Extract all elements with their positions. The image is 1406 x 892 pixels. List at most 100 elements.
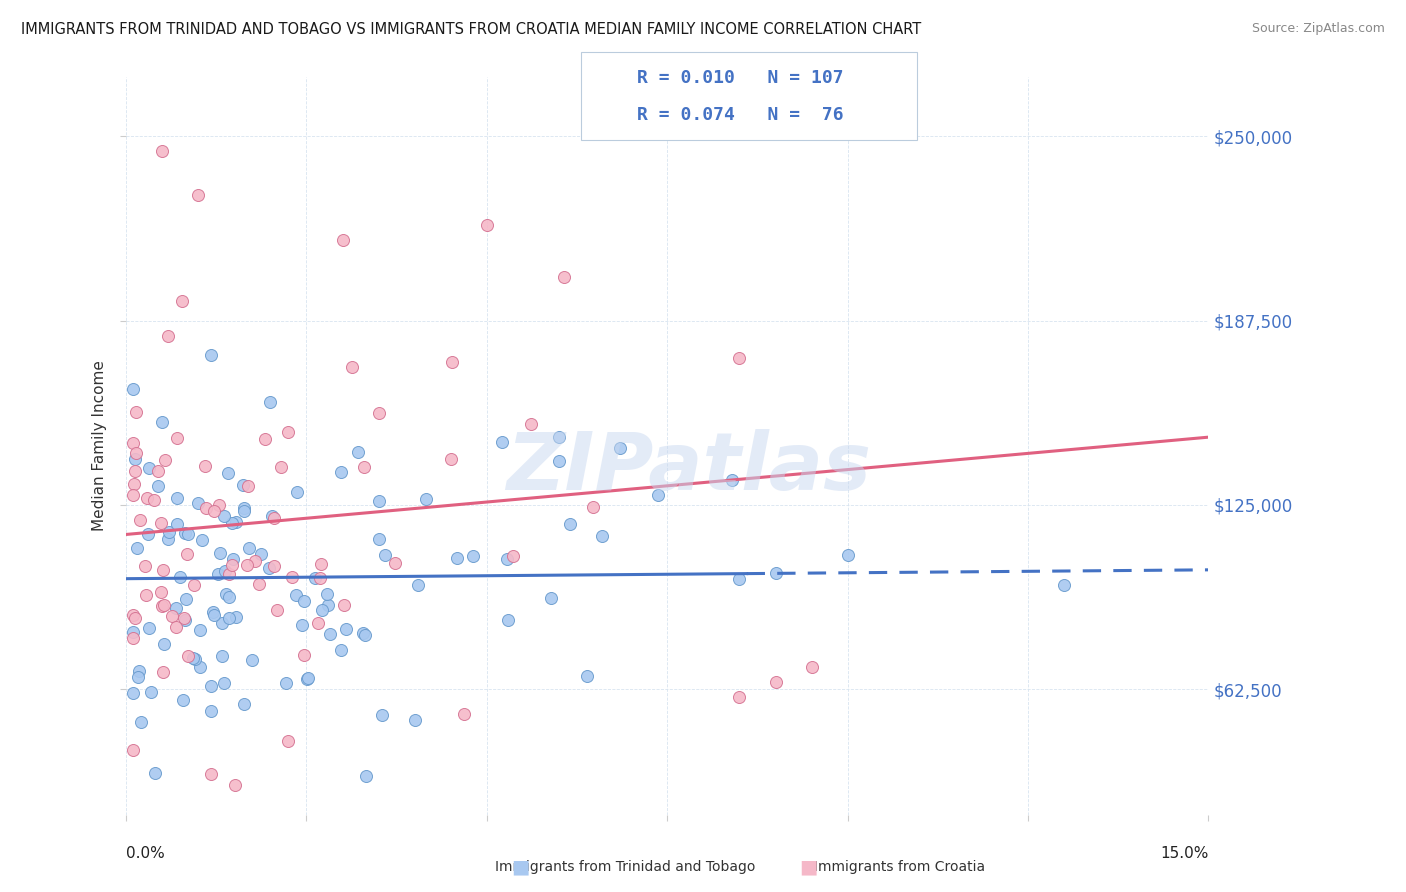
Point (200, 705, 222, 719)
Point (371, 708, 394, 723)
Point (384, 557, 406, 571)
Point (309, 571, 332, 585)
Point (439, 452, 461, 467)
Point (156, 533, 179, 547)
Point (800, 660, 823, 674)
Point (188, 623, 211, 637)
Point (122, 608, 145, 623)
Text: R = 0.010   N = 107: R = 0.010 N = 107 (637, 69, 844, 87)
Point (177, 648, 200, 663)
Point (165, 620, 187, 634)
Point (502, 549, 524, 563)
Point (548, 430, 571, 444)
Point (728, 572, 751, 586)
Point (330, 465, 353, 479)
Point (461, 549, 484, 563)
Point (837, 548, 859, 562)
Point (307, 615, 329, 630)
Point (575, 669, 598, 683)
Point (277, 425, 299, 439)
Point (548, 454, 571, 468)
Point (519, 417, 541, 432)
Point (347, 444, 370, 458)
Point (188, 660, 211, 674)
Text: 15.0%: 15.0% (1160, 846, 1209, 861)
Point (122, 476, 145, 491)
Point (152, 563, 174, 577)
Point (453, 706, 475, 721)
Point (125, 541, 148, 556)
Point (128, 664, 150, 678)
Point (495, 551, 517, 566)
Point (285, 588, 308, 602)
Point (187, 496, 209, 510)
Point (297, 672, 319, 686)
Point (415, 491, 437, 506)
Point (222, 552, 245, 566)
Point (353, 460, 375, 475)
Point (319, 626, 342, 640)
Point (152, 665, 174, 679)
Point (200, 348, 222, 362)
Point (263, 559, 285, 574)
Point (124, 451, 146, 466)
Point (166, 431, 188, 445)
Point (356, 769, 378, 783)
Point (187, 188, 209, 202)
Point (157, 329, 180, 343)
Point (128, 513, 150, 527)
Point (165, 601, 187, 615)
Point (243, 554, 266, 568)
Point (292, 648, 315, 662)
Point (153, 637, 176, 651)
Point (127, 670, 149, 684)
Point (124, 464, 146, 478)
Point (157, 524, 180, 539)
Point (122, 686, 145, 700)
Point (332, 233, 354, 247)
Point (232, 478, 254, 492)
Point (214, 564, 236, 578)
Point (354, 628, 377, 642)
Point (291, 618, 314, 632)
Text: ZIPatlas: ZIPatlas (506, 429, 872, 508)
Point (131, 715, 153, 730)
Point (225, 610, 247, 624)
Point (235, 558, 257, 572)
Point (266, 603, 288, 617)
Point (609, 441, 631, 455)
Point (647, 488, 669, 502)
Point (191, 533, 214, 547)
Point (367, 533, 389, 547)
Point (134, 559, 156, 574)
Point (122, 488, 145, 502)
Point (215, 587, 238, 601)
Text: Immigrants from Croatia: Immigrants from Croatia (814, 860, 986, 874)
Point (311, 557, 333, 571)
Point (335, 622, 357, 636)
Point (232, 500, 254, 515)
Point (212, 509, 235, 524)
Point (221, 558, 243, 573)
Point (150, 144, 173, 158)
Point (146, 479, 169, 493)
Point (311, 602, 333, 616)
Point (212, 675, 235, 690)
Point (184, 651, 207, 665)
Point (238, 541, 260, 555)
Point (553, 269, 575, 284)
Text: Source: ZipAtlas.com: Source: ZipAtlas.com (1251, 22, 1385, 36)
Point (217, 466, 239, 480)
Point (446, 550, 468, 565)
Point (247, 576, 270, 591)
Point (277, 734, 299, 748)
Point (728, 351, 751, 365)
Point (263, 511, 285, 525)
Point (181, 650, 204, 665)
Point (173, 526, 195, 541)
Point (253, 432, 276, 446)
Point (150, 584, 173, 599)
Point (160, 609, 183, 624)
Point (193, 458, 215, 473)
Point (146, 464, 169, 478)
